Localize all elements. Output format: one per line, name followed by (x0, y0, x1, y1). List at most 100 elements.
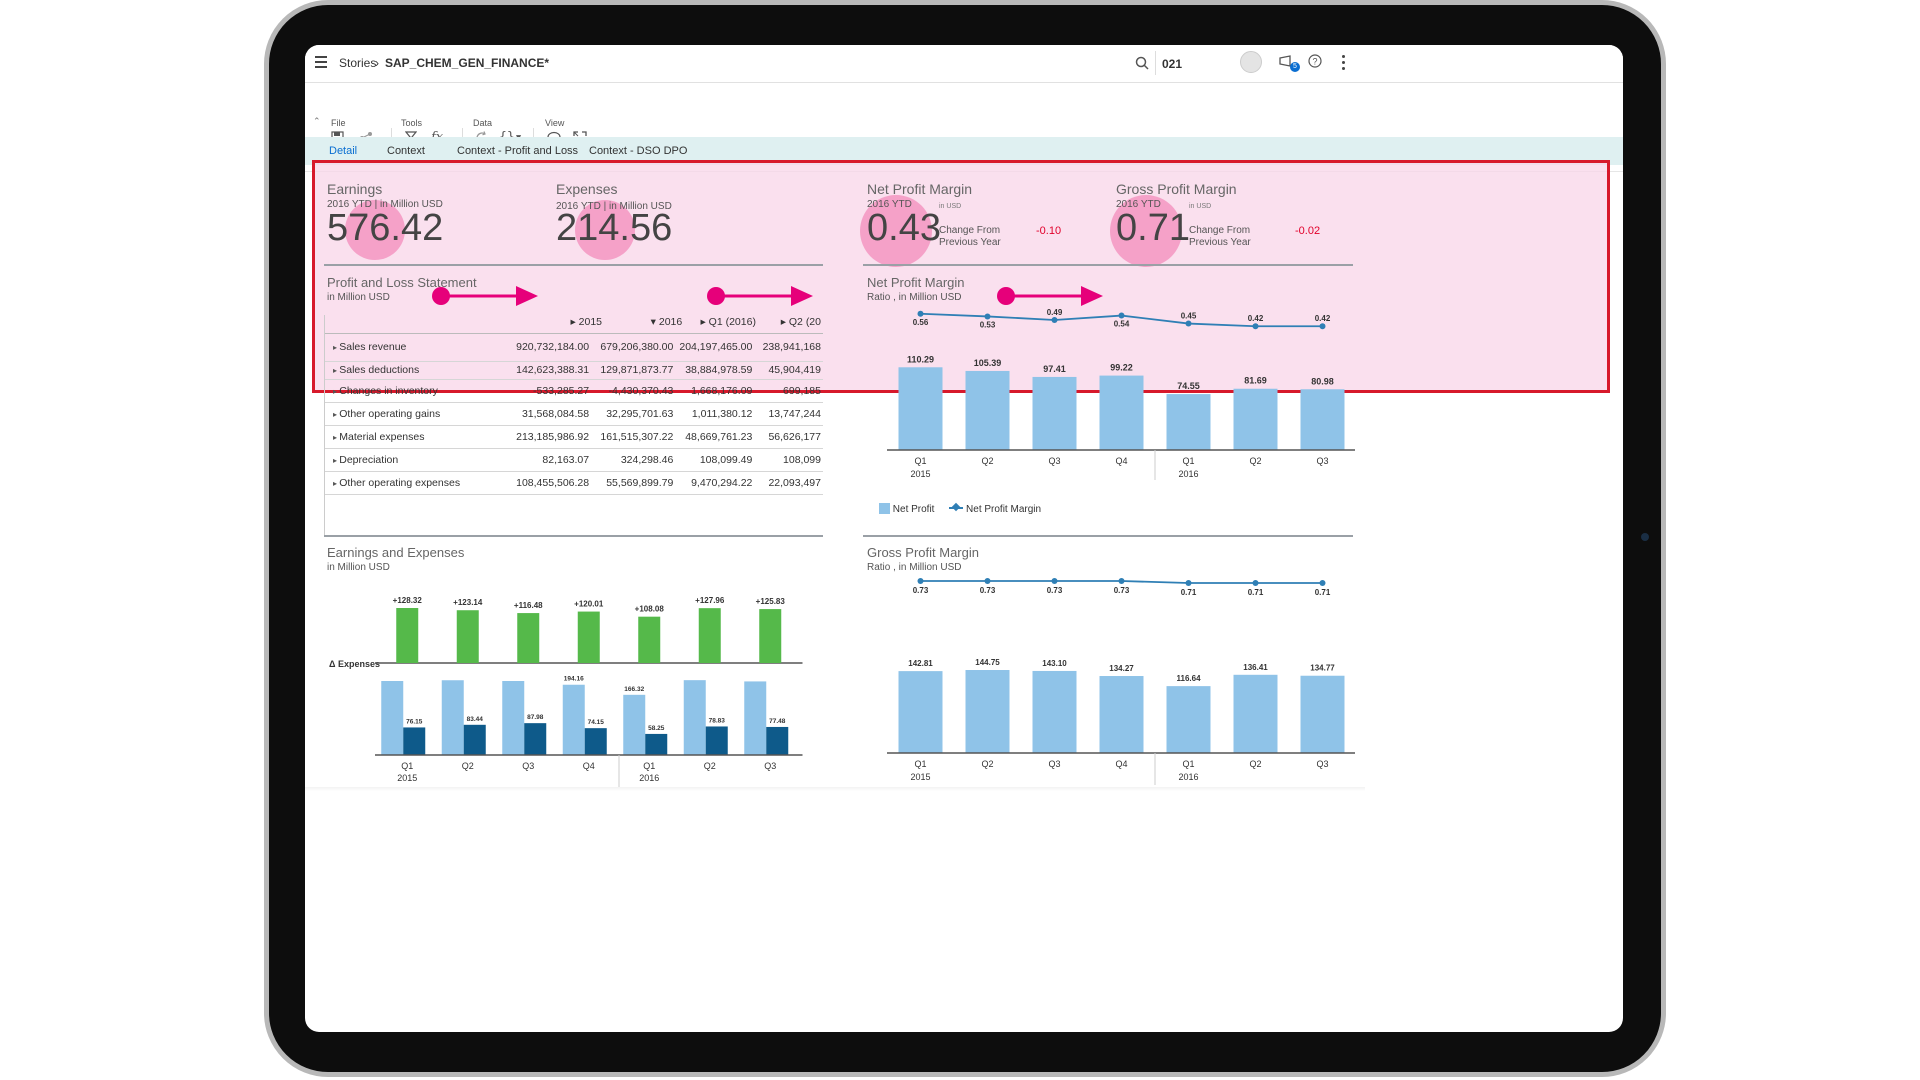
pl-row[interactable]: ▸ Other operating gains 31,568,084.58 32,2… (325, 402, 823, 426)
gross-profit-bar[interactable] (1166, 686, 1211, 753)
pl-col-2016[interactable]: ▾ 2016 (608, 311, 689, 334)
pl-row[interactable]: ▸ Sales revenue 920,732,184.00 679,206,380… (325, 333, 823, 362)
net-profit-bar-label: 74.55 (1177, 381, 1200, 391)
tab-context-dso-dpo[interactable]: Context - DSO DPO (589, 145, 688, 157)
pl-row-label[interactable]: ▸ Sales deductions (325, 361, 511, 380)
net-profit-margin-point[interactable] (1319, 323, 1326, 330)
net-profit-bar[interactable] (1166, 394, 1211, 450)
net-profit-margin-point[interactable] (1051, 317, 1058, 323)
pl-row-label[interactable]: ▸ Depreciation (325, 448, 511, 472)
pl-row[interactable]: ▸ Sales deductions 142,623,388.31 129,871,… (325, 361, 823, 380)
legend-net-profit[interactable]: Net Profit (892, 504, 935, 515)
search-icon[interactable] (1135, 56, 1149, 70)
tab-context-profit-and-loss[interactable]: Context - Profit and Loss (457, 145, 579, 157)
breadcrumb-stories[interactable]: Stories (339, 56, 377, 70)
pl-cell: 161,515,307.22 (595, 425, 680, 449)
gross-profit-bar[interactable] (1032, 670, 1077, 753)
net-profit-margin-point[interactable] (1118, 312, 1125, 319)
pl-table: ▸ 2015 ▾ 2016 ▸ Q1 (2016) ▸ Q2 (20 (325, 311, 823, 334)
net-profit-bar[interactable] (965, 370, 1010, 450)
earnings-bar[interactable] (441, 680, 464, 755)
earnings-bar[interactable] (562, 684, 585, 755)
gross-profit-margin-point[interactable] (984, 578, 991, 584)
gross-profit-margin-point[interactable] (1118, 578, 1125, 584)
gross-profit-bar[interactable] (898, 671, 943, 753)
pl-cell: 108,099 (758, 448, 823, 472)
kpi-gpm-value[interactable]: 0.71 (1116, 207, 1190, 249)
pl-col-2015[interactable]: ▸ 2015 (527, 311, 609, 334)
expenses-bar[interactable] (645, 733, 668, 755)
delta-expenses-bar[interactable] (577, 611, 600, 663)
pl-row[interactable]: ▸ Depreciation 82,163.07 324,298.46 108,099… (325, 448, 823, 472)
gross-profit-bar[interactable] (1099, 676, 1144, 753)
gross-profit-bar[interactable] (965, 670, 1010, 753)
collapse-toolbar-icon[interactable]: ⌃ (313, 116, 321, 126)
net-profit-bar[interactable] (1300, 389, 1345, 450)
net-profit-margin-point[interactable] (1252, 323, 1259, 330)
gross-profit-margin-point[interactable] (1252, 580, 1259, 586)
earnings-bar[interactable] (502, 681, 525, 755)
pl-cell: 22,093,497 (758, 471, 823, 495)
net-profit-margin-point[interactable] (1185, 320, 1192, 327)
delta-expenses-bar[interactable] (396, 608, 419, 663)
pl-cell: 13,747,244 (758, 402, 823, 426)
kpi-npm-value[interactable]: 0.43 (867, 207, 941, 249)
gross-profit-margin-point[interactable] (1185, 580, 1192, 586)
chart-gp-subtitle: Ratio , in Million USD (867, 562, 962, 573)
pl-row-label[interactable]: ▸ Material expenses (325, 425, 511, 449)
pl-cell: 238,941,168 (758, 333, 823, 362)
gross-profit-margin-point[interactable] (1319, 580, 1326, 586)
net-profit-bar[interactable] (1032, 376, 1077, 450)
expenses-bar[interactable] (524, 723, 547, 755)
avatar[interactable] (1240, 51, 1262, 73)
more-options-icon[interactable] (1342, 55, 1345, 70)
earnings-bar[interactable] (381, 681, 404, 755)
menu-icon[interactable] (315, 56, 327, 68)
pl-col-q1-2016[interactable]: ▸ Q1 (2016) (688, 311, 762, 334)
highlight-circle (1110, 195, 1182, 267)
expenses-bar[interactable] (705, 726, 728, 755)
kpi-expenses-title: Expenses (556, 181, 618, 197)
tab-detail[interactable]: Detail (329, 145, 358, 157)
pl-row[interactable]: ▸ Changes in inventory -533,285.27 -4,430,… (325, 379, 823, 403)
expenses-bar[interactable] (584, 728, 607, 755)
pl-row-label[interactable]: ▸ Changes in inventory (325, 379, 511, 403)
expenses-bar[interactable] (463, 724, 486, 755)
pl-col-q2-2016[interactable]: ▸ Q2 (20 (761, 311, 823, 334)
net-profit-bar[interactable] (1099, 375, 1144, 450)
shell-bar: Stories › SAP_CHEM_GEN_FINANCE* 021 5 ? (305, 45, 1623, 83)
delta-expenses-bar[interactable] (638, 616, 661, 663)
tab-context[interactable]: Context (387, 145, 425, 157)
net-profit-bar[interactable] (898, 367, 943, 450)
gross-profit-margin-point[interactable] (1051, 578, 1058, 584)
kpi-gpm-period: 2016 YTD (1116, 199, 1161, 210)
pl-row[interactable]: ▸ Material expenses 213,185,986.92 161,515… (325, 425, 823, 449)
earnings-bar[interactable] (683, 680, 706, 755)
gross-profit-bar[interactable] (1233, 674, 1278, 753)
earnings-bar[interactable] (744, 681, 767, 755)
svg-text:?: ? (1312, 57, 1317, 67)
pl-row-label[interactable]: ▸ Other operating expenses (325, 471, 511, 495)
kpi-expenses-value[interactable]: 214.56 (556, 207, 673, 249)
net-profit-margin-point[interactable] (984, 313, 991, 320)
expenses-bar[interactable] (403, 727, 426, 755)
net-profit-margin-point[interactable] (917, 310, 924, 317)
kpi-earnings-value[interactable]: 576.42 (327, 207, 444, 249)
toolbar-group-file: File (331, 118, 346, 128)
search-input[interactable]: 021 (1162, 57, 1183, 71)
delta-expenses-bar[interactable] (759, 609, 782, 663)
pl-row-label[interactable]: ▸ Other operating gains (325, 402, 511, 426)
earnings-bar[interactable] (623, 694, 646, 755)
delta-expenses-bar[interactable] (456, 610, 479, 663)
pl-row-label-text: Sales revenue (339, 340, 407, 353)
gross-profit-bar[interactable] (1300, 675, 1345, 753)
pl-row[interactable]: ▸ Other operating expenses 108,455,506.28… (325, 471, 823, 495)
pl-row-label[interactable]: ▸ Sales revenue (325, 333, 511, 362)
net-profit-bar[interactable] (1233, 388, 1278, 450)
gross-profit-margin-point[interactable] (917, 578, 924, 584)
delta-expenses-bar[interactable] (517, 613, 540, 663)
legend-net-profit-margin[interactable]: Net Profit Margin (966, 504, 1042, 515)
expenses-bar[interactable] (766, 726, 789, 755)
delta-expenses-bar[interactable] (698, 608, 721, 663)
help-icon[interactable]: ? (1308, 54, 1322, 68)
